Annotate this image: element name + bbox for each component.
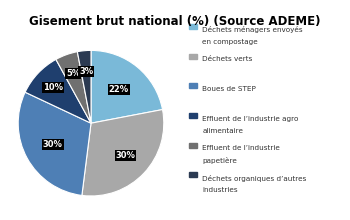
Text: Boues de STEP: Boues de STEP [202, 86, 256, 92]
Text: 10%: 10% [43, 83, 63, 92]
Text: 3%: 3% [79, 66, 93, 75]
Wedge shape [91, 50, 162, 123]
Wedge shape [25, 59, 91, 123]
Text: 5%: 5% [66, 69, 81, 78]
Text: 30%: 30% [116, 151, 135, 160]
Wedge shape [18, 92, 91, 195]
Text: papetière: papetière [202, 157, 237, 164]
Wedge shape [82, 110, 164, 196]
Wedge shape [77, 50, 91, 123]
Text: 30%: 30% [43, 140, 63, 149]
Text: industries: industries [202, 187, 238, 193]
Text: Déchets verts: Déchets verts [202, 56, 253, 62]
Text: Déchets ménagers envoyés: Déchets ménagers envoyés [202, 26, 303, 33]
Text: Effluent de l’industrie agro: Effluent de l’industrie agro [202, 116, 299, 121]
Text: alimentaire: alimentaire [202, 128, 243, 134]
Text: Effluent de l’industrie: Effluent de l’industrie [202, 145, 280, 151]
Text: Gisement brut national (%) (Source ADEME): Gisement brut national (%) (Source ADEME… [29, 15, 321, 28]
Text: 22%: 22% [109, 85, 129, 94]
Text: Déchets organiques d’autres: Déchets organiques d’autres [202, 175, 307, 182]
Text: en compostage: en compostage [202, 38, 258, 44]
Wedge shape [56, 52, 91, 123]
